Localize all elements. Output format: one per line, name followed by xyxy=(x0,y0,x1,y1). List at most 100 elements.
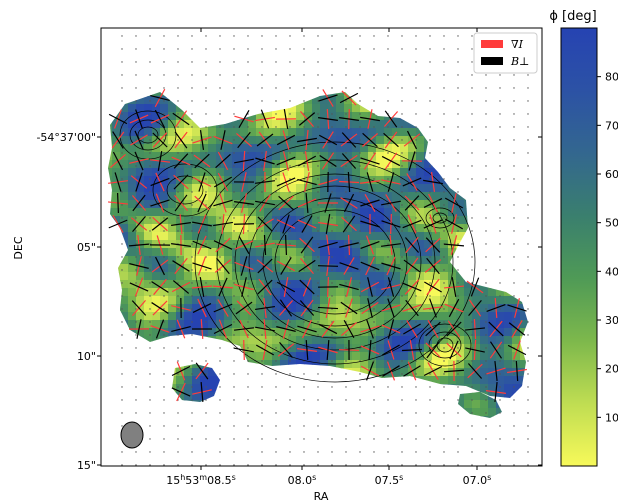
grid-dot xyxy=(345,386,347,388)
grid-dot xyxy=(401,425,403,427)
angle-tile xyxy=(200,376,209,385)
grid-dot xyxy=(233,425,235,427)
grid-dot xyxy=(317,61,319,63)
grid-dot xyxy=(205,204,207,206)
angle-tile xyxy=(200,216,209,225)
grid-dot xyxy=(513,425,515,427)
grid-dot xyxy=(499,243,501,245)
angle-tile xyxy=(232,136,241,145)
angle-tile xyxy=(424,416,433,418)
angle-tile xyxy=(328,272,337,281)
grid-dot xyxy=(289,126,291,128)
angle-tile xyxy=(352,136,361,145)
angle-tile xyxy=(368,104,377,113)
grid-dot xyxy=(317,217,319,219)
angle-tile xyxy=(144,408,153,417)
angle-tile xyxy=(424,400,433,409)
grid-dot xyxy=(485,425,487,427)
angle-tile xyxy=(344,280,353,289)
grid-dot xyxy=(457,269,459,271)
grid-dot xyxy=(289,139,291,141)
magnetic-field-vector xyxy=(318,117,338,121)
angle-tile xyxy=(128,104,137,113)
angle-tile xyxy=(288,104,297,113)
angle-tile xyxy=(456,416,465,418)
grid-dot xyxy=(289,165,291,167)
angle-tile xyxy=(312,104,321,113)
angle-tile xyxy=(144,304,153,313)
angle-tile xyxy=(240,120,249,129)
grid-dot xyxy=(163,386,165,388)
angle-tile xyxy=(168,264,177,273)
angle-tile xyxy=(472,184,481,193)
angle-tile xyxy=(400,336,409,345)
angle-tile xyxy=(112,240,121,249)
grid-dot xyxy=(331,35,333,37)
grid-dot xyxy=(303,165,305,167)
grid-dot xyxy=(233,308,235,310)
angle-tile xyxy=(256,392,265,401)
grid-dot xyxy=(331,412,333,414)
angle-tile xyxy=(168,352,177,361)
grid-dot xyxy=(177,165,179,167)
angle-tile xyxy=(432,176,441,185)
angle-tile xyxy=(144,352,153,361)
angle-tile xyxy=(112,272,121,281)
grid-dot xyxy=(205,464,207,466)
magnetic-field-vector xyxy=(197,193,207,213)
angle-tile xyxy=(208,240,217,249)
grid-dot xyxy=(289,87,291,89)
angle-tile xyxy=(480,376,489,385)
grid-dot xyxy=(191,451,193,453)
grid-dot xyxy=(233,412,235,414)
angle-tile xyxy=(376,256,385,265)
magnetic-field-vector xyxy=(318,94,338,102)
angle-tile xyxy=(504,168,513,177)
angle-tile xyxy=(528,248,537,257)
angle-tile xyxy=(264,200,273,209)
angle-tile xyxy=(360,112,369,121)
magnetic-field-vector xyxy=(489,341,503,359)
angle-tile xyxy=(192,296,201,305)
grid-dot xyxy=(429,126,431,128)
grid-dot xyxy=(527,269,529,271)
angle-tile xyxy=(200,320,209,329)
angle-tile xyxy=(400,92,409,97)
magnetic-field-vector xyxy=(233,327,255,331)
magnetic-field-vector xyxy=(237,131,251,149)
angle-tile xyxy=(120,216,129,225)
magnetic-field-vector xyxy=(381,243,401,247)
grid-dot xyxy=(205,100,207,102)
angle-tile xyxy=(112,208,121,217)
grid-dot xyxy=(121,152,123,154)
angle-tile xyxy=(328,264,337,273)
angle-tile xyxy=(192,328,201,337)
angle-tile xyxy=(416,232,425,241)
angle-tile xyxy=(120,248,129,257)
angle-tile xyxy=(496,128,505,137)
grid-dot xyxy=(443,321,445,323)
grid-dot xyxy=(359,399,361,401)
grid-dot xyxy=(317,399,319,401)
grid-dot xyxy=(373,308,375,310)
angle-tile xyxy=(224,376,233,385)
angle-tile xyxy=(168,344,177,353)
grid-dot xyxy=(415,308,417,310)
angle-tile xyxy=(128,312,137,321)
angle-tile xyxy=(176,128,185,137)
angle-tile xyxy=(280,176,289,185)
angle-tile xyxy=(240,408,249,417)
angle-tile xyxy=(248,360,257,369)
angle-tile xyxy=(472,408,481,417)
magnetic-field-vector xyxy=(341,132,357,148)
angle-tile xyxy=(120,296,129,305)
grid-dot xyxy=(429,139,431,141)
angle-tile xyxy=(328,208,337,217)
angle-tile xyxy=(312,96,321,105)
angle-tile xyxy=(320,224,329,233)
grid-dot xyxy=(527,74,529,76)
angle-tile xyxy=(496,408,505,417)
angle-tile xyxy=(488,224,497,233)
magnetic-field-vector xyxy=(108,219,128,229)
grid-dot xyxy=(191,269,193,271)
